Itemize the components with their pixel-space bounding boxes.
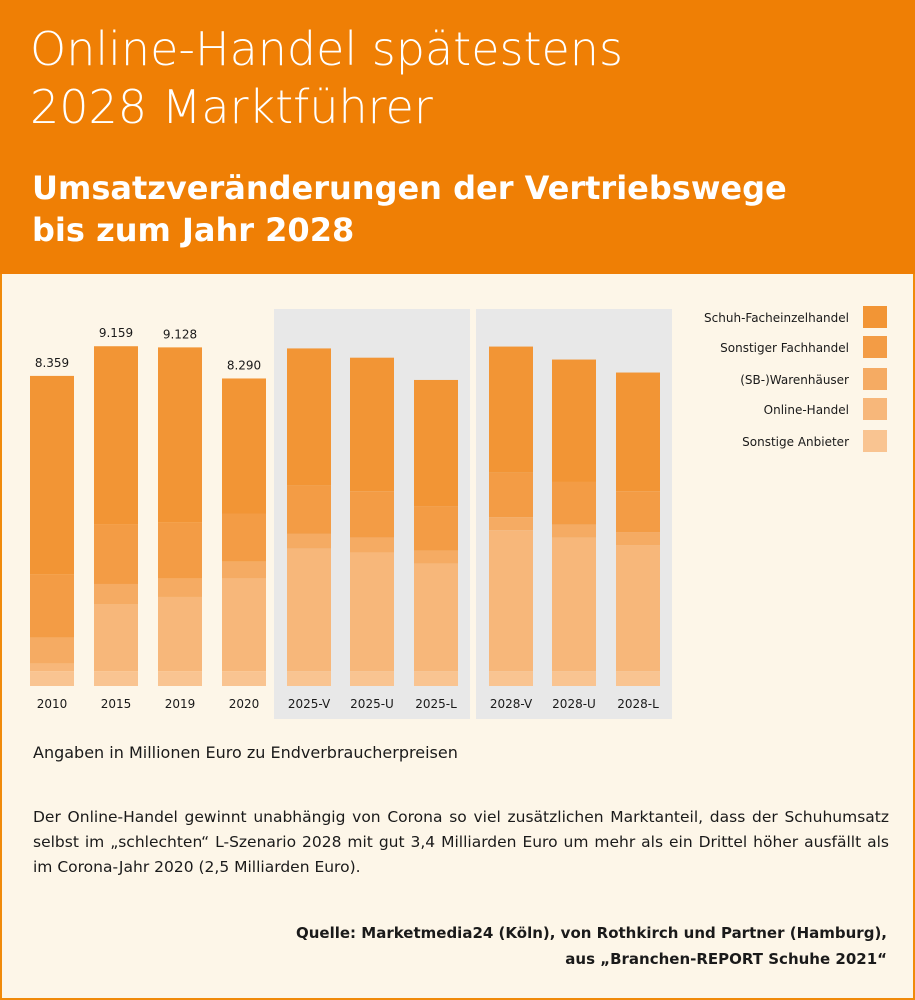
x-tick-label: 2019: [165, 697, 196, 711]
page-subtitle: Umsatzveränderungen der Vertriebswege bi…: [32, 169, 787, 249]
bar-2019-online-handel: [158, 596, 202, 672]
bar-2020--sb-warenh-user: [222, 561, 266, 579]
bar-2020-online-handel: [222, 578, 266, 672]
x-tick-label: 2028-V: [490, 697, 533, 711]
bar-2019-schuh-facheinzelhandel: [158, 347, 202, 523]
bar-2019--sb-warenh-user: [158, 578, 202, 597]
bar-2015-online-handel: [94, 604, 138, 672]
bar-2020-sonstige-anbieter: [222, 671, 266, 686]
bar-2028-V--sb-warenh-user: [489, 517, 533, 531]
legend-swatch-online-handel: [863, 398, 887, 420]
bar-2028-V-sonstige-anbieter: [489, 671, 533, 686]
legend-swatch-sonstige-anbieter: [863, 430, 887, 452]
bar-2025-U-online-handel: [350, 552, 394, 672]
bar-2020-sonstiger-fachhandel: [222, 513, 266, 562]
bar-2010-online-handel: [30, 663, 74, 672]
bar-2025-L-sonstiger-fachhandel: [414, 506, 458, 551]
bar-2010-schuh-facheinzelhandel: [30, 375, 74, 575]
bar-2028-L--sb-warenh-user: [616, 532, 660, 546]
bar-2025-V-sonstiger-fachhandel: [287, 485, 331, 534]
bar-value-label: 9.128: [163, 327, 197, 341]
bar-2028-U-sonstiger-fachhandel: [552, 481, 596, 525]
bar-2025-L-schuh-facheinzelhandel: [414, 379, 458, 507]
bar-2028-U--sb-warenh-user: [552, 524, 596, 538]
x-tick-label: 2025-V: [288, 697, 331, 711]
bar-2028-V-sonstiger-fachhandel: [489, 472, 533, 518]
legend-label: Sonstige Anbieter: [742, 435, 849, 449]
page-title: Online-Handel spätestens 2028 Marktführe…: [30, 22, 623, 134]
bar-2010-sonstige-anbieter: [30, 671, 74, 686]
bar-2028-V-schuh-facheinzelhandel: [489, 346, 533, 473]
bar-2025-V-sonstige-anbieter: [287, 671, 331, 686]
bar-2010-sonstiger-fachhandel: [30, 574, 74, 638]
bar-value-label: 8.290: [227, 358, 261, 372]
bar-2019-sonstige-anbieter: [158, 671, 202, 686]
x-tick-label: 2028-L: [617, 697, 659, 711]
bar-2025-L--sb-warenh-user: [414, 550, 458, 564]
description-text: Der Online-Handel gewinnt unabhängig von…: [33, 808, 889, 876]
bar-value-label: 9.159: [99, 326, 133, 340]
bar-2010--sb-warenh-user: [30, 637, 74, 664]
bar-value-label: 8.359: [35, 356, 69, 370]
bar-2025-U--sb-warenh-user: [350, 537, 394, 553]
bar-2028-L-schuh-facheinzelhandel: [616, 372, 660, 492]
bar-2025-V-schuh-facheinzelhandel: [287, 348, 331, 486]
units-note: Angaben in Millionen Euro zu Endverbrauc…: [33, 743, 458, 762]
bar-2025-U-schuh-facheinzelhandel: [350, 357, 394, 492]
bar-2019-sonstiger-fachhandel: [158, 522, 202, 579]
x-tick-label: 2020: [229, 697, 260, 711]
bar-2025-V--sb-warenh-user: [287, 533, 331, 549]
bar-2028-U-schuh-facheinzelhandel: [552, 359, 596, 482]
source-citation: Quelle: Marketmedia24 (Köln), von Rothki…: [296, 924, 887, 968]
bar-2015-sonstiger-fachhandel: [94, 524, 138, 584]
bar-2025-U-sonstiger-fachhandel: [350, 491, 394, 538]
bar-2015-schuh-facheinzelhandel: [94, 346, 138, 525]
legend-label: Schuh-Facheinzelhandel: [704, 311, 849, 325]
bar-2015-sonstige-anbieter: [94, 671, 138, 686]
legend-label: (SB-)Warenhäuser: [740, 373, 849, 387]
bar-2028-U-online-handel: [552, 537, 596, 672]
x-tick-label: 2028-U: [552, 697, 596, 711]
bar-2028-L-sonstiger-fachhandel: [616, 491, 660, 533]
bar-2028-U-sonstige-anbieter: [552, 671, 596, 686]
bar-2025-L-online-handel: [414, 563, 458, 672]
bar-2015--sb-warenh-user: [94, 583, 138, 605]
x-tick-label: 2010: [37, 697, 68, 711]
x-tick-label: 2025-U: [350, 697, 394, 711]
header-banner: Online-Handel spätestens 2028 Marktführe…: [0, 0, 915, 274]
x-tick-label: 2015: [101, 697, 132, 711]
bar-2028-L-online-handel: [616, 545, 660, 672]
bar-2025-U-sonstige-anbieter: [350, 671, 394, 686]
bar-2028-L-sonstige-anbieter: [616, 671, 660, 686]
legend-label: Sonstiger Fachhandel: [720, 341, 849, 355]
legend-swatch--sb-warenh-user: [863, 368, 887, 390]
bar-2020-schuh-facheinzelhandel: [222, 378, 266, 514]
stacked-bar-chart: 2010 8.359 2015 9.159 2019 9.128 2020 8.290 2025…: [30, 306, 887, 719]
bar-2025-V-online-handel: [287, 548, 331, 672]
x-tick-label: 2025-L: [415, 697, 457, 711]
legend-swatch-sonstiger-fachhandel: [863, 336, 887, 358]
bar-2028-V-online-handel: [489, 530, 533, 672]
bar-2025-L-sonstige-anbieter: [414, 671, 458, 686]
legend-swatch-schuh-facheinzelhandel: [863, 306, 887, 328]
legend-label: Online-Handel: [764, 403, 849, 417]
